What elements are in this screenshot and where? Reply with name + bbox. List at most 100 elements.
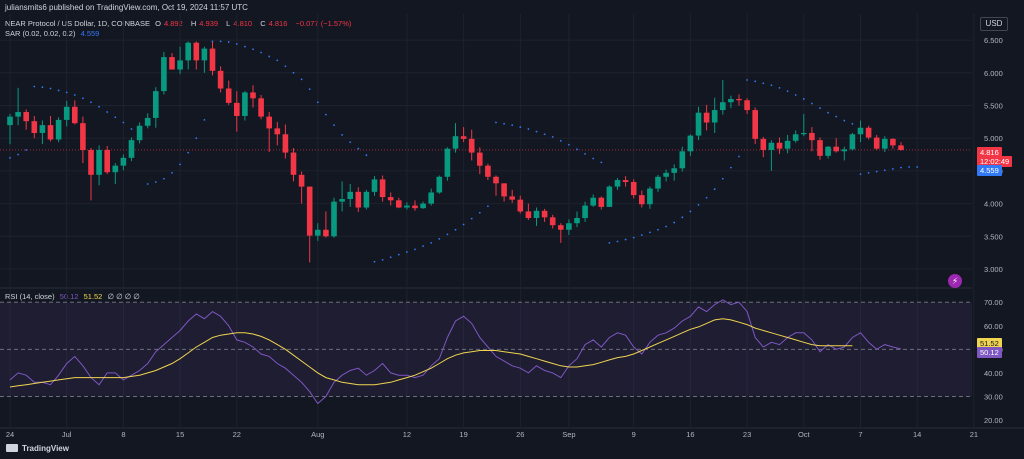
candle-up xyxy=(177,60,183,70)
candle-down xyxy=(598,197,605,207)
sar-dot xyxy=(33,85,36,88)
rsi-line xyxy=(9,299,902,405)
rsi-axis-tick: 30.00 xyxy=(984,392,1003,401)
sar-dot xyxy=(503,122,505,125)
sar-dot xyxy=(41,86,44,89)
sar-dot xyxy=(454,228,457,231)
sar-dot xyxy=(462,223,465,226)
sar-dot xyxy=(827,111,829,114)
ohlc-high: H 4.939 xyxy=(190,19,219,28)
sar-dot xyxy=(73,94,76,96)
price-axis-tick: 3.000 xyxy=(984,265,1003,274)
time-axis-tick: 19 xyxy=(459,430,467,439)
sar-dot xyxy=(778,86,781,89)
time-axis-tick: 7 xyxy=(858,430,862,439)
candle-down xyxy=(541,210,548,218)
time-axis-tick: 14 xyxy=(913,430,921,439)
sar-dot xyxy=(422,245,424,248)
candle-up xyxy=(15,112,21,117)
currency-button[interactable]: USD xyxy=(980,17,1008,31)
sar-dot xyxy=(114,116,117,119)
sar-label: SAR (0.02, 0.02, 0.2) xyxy=(5,29,76,38)
candle-up xyxy=(679,151,686,169)
countdown-badge: 12:02:49 xyxy=(977,156,1013,167)
sar-dot xyxy=(616,240,619,243)
rsi-ma-badge: 51.52 xyxy=(977,338,1002,349)
candle-down xyxy=(558,225,564,230)
sar-dot xyxy=(292,71,295,74)
sar-dot xyxy=(65,91,68,94)
sar-dot xyxy=(122,121,125,124)
candle-up xyxy=(404,205,410,208)
sar-dot xyxy=(762,82,765,85)
sar-dot xyxy=(163,177,165,180)
candle-up xyxy=(533,210,540,218)
time-axis-tick: Jul xyxy=(62,430,72,439)
sar-dot xyxy=(25,149,28,151)
candle-down xyxy=(833,146,839,152)
rsi-ma-line xyxy=(9,318,853,388)
candle-up xyxy=(574,217,580,224)
sar-badge: 4.559 xyxy=(977,165,1002,176)
symbol-legend: NEAR Protocol / US Dollar, 1D, COINBASE … xyxy=(5,19,354,28)
rsi-label: RSI (14, close) xyxy=(5,292,55,301)
sar-dot xyxy=(227,41,230,43)
candle-up xyxy=(428,192,434,204)
candle-up xyxy=(112,165,119,173)
candle-down xyxy=(396,200,402,208)
sar-dot xyxy=(260,51,262,54)
sar-dot xyxy=(333,124,335,127)
sar-dot xyxy=(851,122,854,125)
sar-dot xyxy=(519,126,522,128)
candle-up xyxy=(120,157,127,166)
candle-down xyxy=(817,140,823,156)
candle-up xyxy=(687,135,694,152)
time-axis-tick: 9 xyxy=(632,430,636,439)
candle-down xyxy=(47,125,54,140)
candle-up xyxy=(371,179,378,192)
sar-dot xyxy=(478,211,481,214)
candle-down xyxy=(477,152,483,166)
candle-up xyxy=(849,134,856,150)
candle-up xyxy=(144,117,151,126)
candle-up xyxy=(663,172,669,177)
alert-bolt-icon[interactable]: ⚡ xyxy=(948,274,962,288)
candle-up xyxy=(436,176,443,193)
candle-down xyxy=(736,98,742,101)
sar-dot xyxy=(203,118,206,121)
candle-up xyxy=(606,186,613,207)
sar-dot xyxy=(57,89,60,92)
candle-down xyxy=(776,142,783,149)
sar-dot xyxy=(770,84,773,87)
candle-up xyxy=(339,199,345,202)
candle-up xyxy=(136,125,143,141)
candle-down xyxy=(298,174,305,187)
sar-dot xyxy=(527,128,530,130)
candle-down xyxy=(72,106,78,124)
sar-dot xyxy=(802,98,805,100)
candle-up xyxy=(347,191,353,200)
sar-dot xyxy=(559,139,562,142)
rsi-axis-tick: 20.00 xyxy=(984,416,1003,425)
rsi-badge: 50.12 xyxy=(977,347,1002,358)
sar-dot xyxy=(584,152,586,155)
sar-dot xyxy=(608,241,611,244)
sar-dot xyxy=(397,253,400,256)
candle-up xyxy=(7,116,13,126)
sar-dot xyxy=(535,130,538,133)
sar-dot xyxy=(600,161,603,164)
sar-dot xyxy=(389,256,392,259)
ohlc-low: L 4.810 xyxy=(226,19,253,28)
sar-dot xyxy=(786,90,789,93)
sar-dot xyxy=(908,166,910,168)
time-axis-tick: 16 xyxy=(686,430,694,439)
sar-dot xyxy=(276,59,279,62)
sar-dot xyxy=(551,135,554,138)
candle-down xyxy=(306,186,313,236)
ohlc-close: C 4.816 xyxy=(260,19,288,28)
sar-dot xyxy=(681,216,684,219)
sar-dot xyxy=(900,166,902,169)
candle-down xyxy=(809,132,815,141)
price-axis-tick: 6.000 xyxy=(984,69,1003,78)
